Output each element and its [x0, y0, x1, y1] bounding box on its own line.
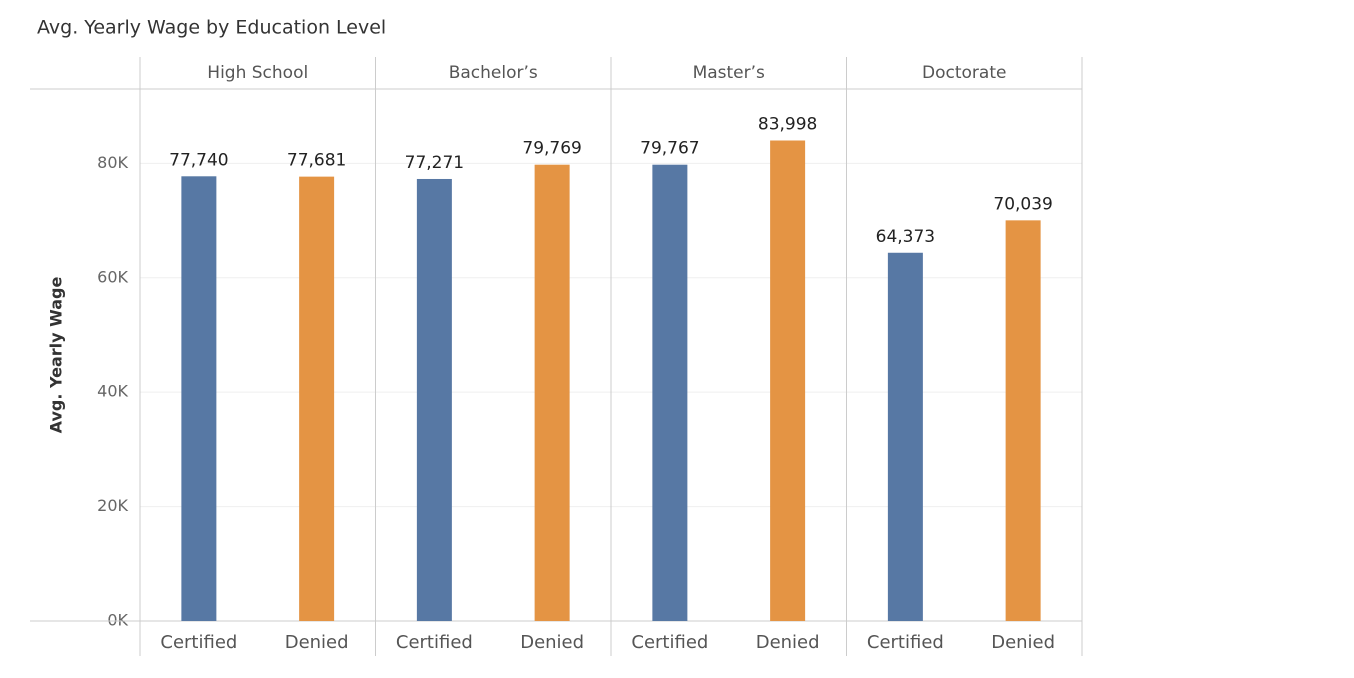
- value-label: 77,681: [287, 151, 346, 171]
- bar: [181, 176, 217, 621]
- bar: [652, 164, 688, 621]
- x-tick-label: Denied: [520, 632, 584, 653]
- x-tick-label: Certified: [396, 632, 473, 653]
- x-tick-label: Certified: [631, 632, 708, 653]
- bar: [534, 164, 570, 621]
- y-tick-label: 40K: [97, 382, 128, 401]
- y-tick-label: 0K: [107, 611, 128, 630]
- value-label: 77,271: [405, 153, 464, 173]
- bar: [770, 140, 806, 622]
- y-tick-label: 80K: [97, 153, 128, 172]
- panel-header: High School: [207, 63, 308, 83]
- panel-header: Doctorate: [922, 63, 1006, 83]
- x-tick-label: Certified: [160, 632, 237, 653]
- x-tick-label: Denied: [991, 632, 1055, 653]
- y-tick-label: 60K: [97, 267, 128, 286]
- x-tick-label: Denied: [756, 632, 820, 653]
- bar: [887, 252, 923, 621]
- bar: [1005, 220, 1041, 621]
- value-label: 79,767: [640, 139, 699, 159]
- panel-header: Bachelor’s: [449, 63, 538, 83]
- x-tick-label: Certified: [867, 632, 944, 653]
- value-label: 77,740: [169, 150, 228, 170]
- x-tick-label: Denied: [285, 632, 349, 653]
- bar: [299, 176, 335, 621]
- value-label: 83,998: [758, 114, 817, 134]
- value-label: 64,373: [876, 227, 935, 247]
- value-label: 70,039: [993, 194, 1052, 214]
- chart-title: Avg. Yearly Wage by Education Level: [37, 17, 386, 39]
- panel-header: Master’s: [693, 63, 765, 83]
- bar: [416, 178, 452, 622]
- y-axis-label: Avg. Yearly Wage: [47, 277, 66, 434]
- value-label: 79,769: [522, 139, 581, 159]
- y-tick-label: 20K: [97, 496, 128, 515]
